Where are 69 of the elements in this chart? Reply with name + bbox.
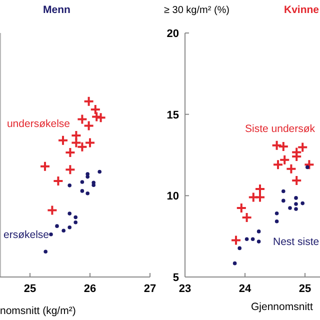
point bbox=[49, 232, 53, 236]
series-label: Nest siste bbox=[273, 236, 320, 248]
point bbox=[230, 234, 242, 246]
point bbox=[74, 215, 78, 220]
x-tick-label: 23 bbox=[178, 283, 192, 295]
series-label: undersøkelse bbox=[6, 118, 70, 130]
point bbox=[70, 130, 82, 141]
x-axis-title: Gjennomsnitt bbox=[251, 301, 313, 313]
point bbox=[86, 174, 90, 179]
point bbox=[294, 202, 298, 206]
point bbox=[64, 164, 76, 176]
point bbox=[279, 154, 290, 166]
point bbox=[297, 142, 308, 153]
point bbox=[274, 219, 279, 224]
y-tick-label: 20 bbox=[166, 28, 179, 40]
point bbox=[256, 240, 261, 244]
point bbox=[288, 206, 292, 210]
point bbox=[254, 183, 266, 194]
point bbox=[58, 134, 68, 146]
point bbox=[232, 261, 237, 266]
point bbox=[286, 163, 297, 174]
y-axis-title: ≥ 30 kg/m² (%) bbox=[164, 5, 230, 16]
point bbox=[44, 250, 48, 254]
point bbox=[256, 230, 261, 234]
point bbox=[274, 211, 279, 216]
point bbox=[272, 159, 284, 170]
point bbox=[62, 228, 66, 233]
x-tick-label: 25 bbox=[24, 283, 36, 295]
point bbox=[282, 189, 286, 194]
point bbox=[250, 237, 255, 241]
point bbox=[304, 159, 315, 170]
point bbox=[80, 180, 84, 184]
point bbox=[294, 207, 298, 211]
point bbox=[98, 170, 102, 174]
point bbox=[84, 137, 96, 148]
y-tick-label: 15 bbox=[166, 109, 179, 122]
point bbox=[236, 202, 247, 214]
series-label: Siste undersøk bbox=[245, 123, 316, 135]
point bbox=[68, 212, 72, 216]
y-tick-label: 5 bbox=[172, 272, 179, 284]
point bbox=[52, 176, 64, 187]
point bbox=[92, 183, 96, 187]
point bbox=[241, 212, 252, 223]
point bbox=[238, 246, 242, 250]
point bbox=[282, 198, 286, 203]
point bbox=[300, 201, 304, 206]
point bbox=[55, 224, 59, 228]
chart-title: Menn bbox=[43, 4, 70, 16]
point bbox=[68, 184, 72, 188]
y-tick-label: 10 bbox=[166, 190, 179, 203]
point bbox=[46, 204, 58, 216]
x-tick-label: 26 bbox=[84, 283, 96, 295]
series-label: ersøkelse bbox=[3, 229, 50, 241]
chart-title: Kvinne bbox=[284, 4, 320, 16]
x-tick-label: 27 bbox=[144, 283, 156, 295]
point bbox=[291, 175, 302, 186]
point bbox=[68, 225, 72, 230]
point bbox=[244, 237, 249, 241]
x-axis-title: nomsnitt (kg/m²) bbox=[0, 305, 76, 317]
point bbox=[80, 189, 84, 193]
x-tick-label: 25 bbox=[298, 283, 312, 295]
point bbox=[86, 191, 90, 196]
point bbox=[294, 196, 298, 200]
x-tick-label: 24 bbox=[238, 283, 252, 295]
point bbox=[306, 165, 310, 170]
point bbox=[64, 147, 76, 158]
point bbox=[83, 96, 94, 107]
point bbox=[74, 220, 78, 224]
point bbox=[40, 160, 50, 172]
